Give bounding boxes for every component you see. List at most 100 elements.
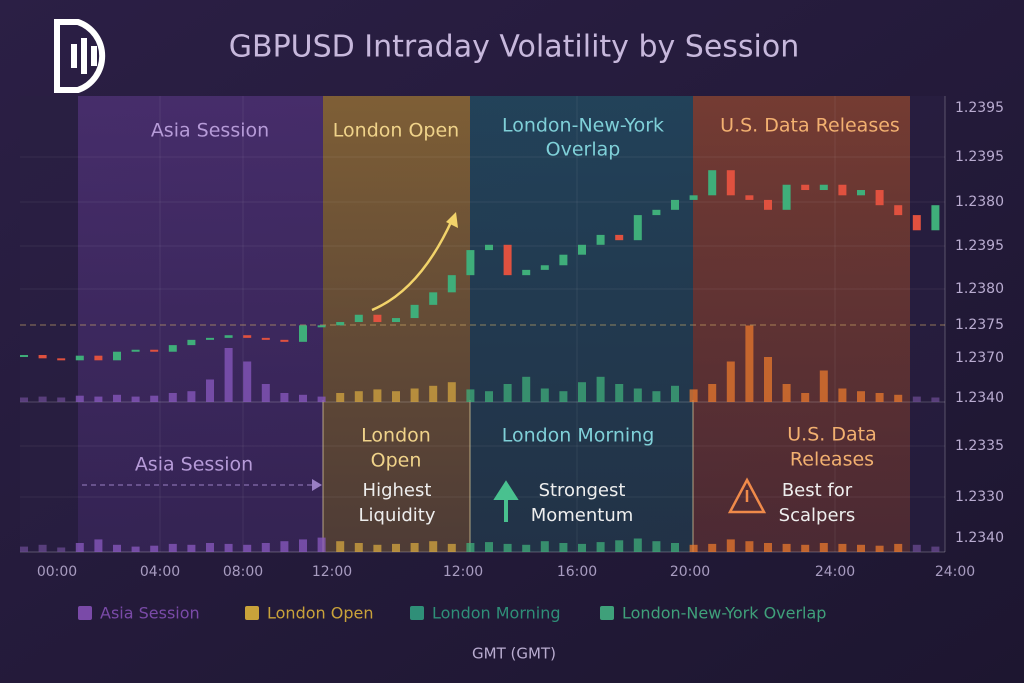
candle (150, 349, 159, 352)
volume-bar (633, 388, 642, 402)
y-tick-label: 1.2395 (955, 238, 1004, 254)
volume-bar (261, 543, 270, 552)
candle (466, 250, 475, 276)
candle (131, 349, 140, 352)
candle (261, 337, 270, 340)
volume-bar (503, 543, 512, 552)
overlap-zone (470, 96, 693, 552)
volume-bar (819, 543, 828, 552)
volume-bar (410, 388, 419, 402)
candle (931, 205, 940, 231)
volume-bar (726, 361, 735, 402)
volume-bar (94, 396, 103, 402)
volume-bar (578, 543, 586, 552)
y-tick-label: 1.2380 (955, 194, 1004, 210)
volume-bar (20, 397, 28, 402)
candle (57, 358, 66, 361)
volume-bar (857, 391, 865, 402)
candle (801, 184, 810, 191)
volume-bar (38, 544, 47, 552)
volume-bar (894, 394, 903, 402)
candle (187, 339, 196, 346)
session-note: Momentum (531, 505, 634, 526)
session-note: Highest (363, 480, 432, 501)
candle (838, 184, 847, 196)
volume-bar (280, 541, 289, 552)
volume-bar (373, 389, 382, 402)
candle (336, 322, 345, 326)
volume-bar (243, 544, 252, 552)
volume-bar (317, 537, 326, 552)
legend-swatch (410, 606, 424, 620)
candle (410, 304, 419, 319)
candle (875, 190, 884, 206)
volume-bar (652, 541, 661, 552)
volume-bar (689, 544, 698, 552)
candle (782, 184, 791, 210)
volume-bar (931, 397, 940, 402)
volume-bar (206, 543, 214, 552)
session-note: Open (371, 450, 422, 472)
volume-bar (187, 544, 196, 552)
x-tick-label: 00:00 (37, 564, 77, 580)
session-note: Strongest (539, 480, 626, 501)
candle (633, 215, 642, 241)
session-note: Liquidity (358, 505, 435, 526)
volume-bar (485, 391, 493, 402)
volume-bar (857, 544, 865, 552)
candle (540, 265, 549, 270)
volume-bar (801, 393, 810, 402)
candle (94, 355, 103, 361)
legend-swatch (78, 606, 92, 620)
volume-bar (503, 384, 512, 402)
candle (745, 195, 754, 200)
y-tick-label: 1.2340 (955, 530, 1004, 546)
volume-bar (671, 385, 679, 402)
y-tick-label: 1.2395 (955, 100, 1004, 116)
volume-bar (764, 357, 772, 402)
volume-bar (447, 382, 456, 402)
candle (857, 190, 865, 196)
candle (726, 170, 735, 196)
volume-bar (280, 393, 289, 402)
candle (485, 244, 493, 251)
volume-bar (261, 384, 270, 402)
volume-bar (466, 389, 475, 402)
volume-bar (206, 379, 214, 402)
volume-bar (224, 543, 233, 552)
volume-bar (615, 384, 624, 402)
candle (559, 254, 568, 266)
zone-label: London Open (333, 120, 459, 142)
volume-bar (522, 376, 531, 402)
candle (373, 314, 382, 323)
logo (54, 19, 106, 93)
candle (113, 351, 121, 361)
volume-bar (20, 546, 28, 552)
candle (894, 205, 903, 216)
y-tick-label: 1.2370 (955, 350, 1004, 366)
volume-bar (578, 382, 586, 402)
volume-bar (931, 546, 940, 552)
volume-bar (429, 385, 438, 402)
x-tick-label: 12:00 (443, 564, 483, 580)
warning-icon (727, 477, 767, 514)
candle (596, 234, 605, 245)
volume-bar (354, 391, 363, 402)
volume-bar (745, 325, 754, 402)
arrow-head (312, 479, 322, 491)
volume-bar (336, 393, 345, 402)
volume-bar (522, 544, 531, 552)
volume-bar (745, 541, 754, 552)
candle (708, 170, 717, 196)
legend-label: London-New-York Overlap (622, 604, 826, 623)
volume-bar (410, 543, 419, 552)
volume-bar (540, 388, 549, 402)
momentum-arrow (493, 480, 519, 522)
zone-label: Asia Session (151, 120, 269, 142)
volume-bar (838, 543, 847, 552)
arrow-head (446, 212, 458, 228)
volume-bar (708, 384, 717, 402)
volume-bar (912, 544, 921, 552)
